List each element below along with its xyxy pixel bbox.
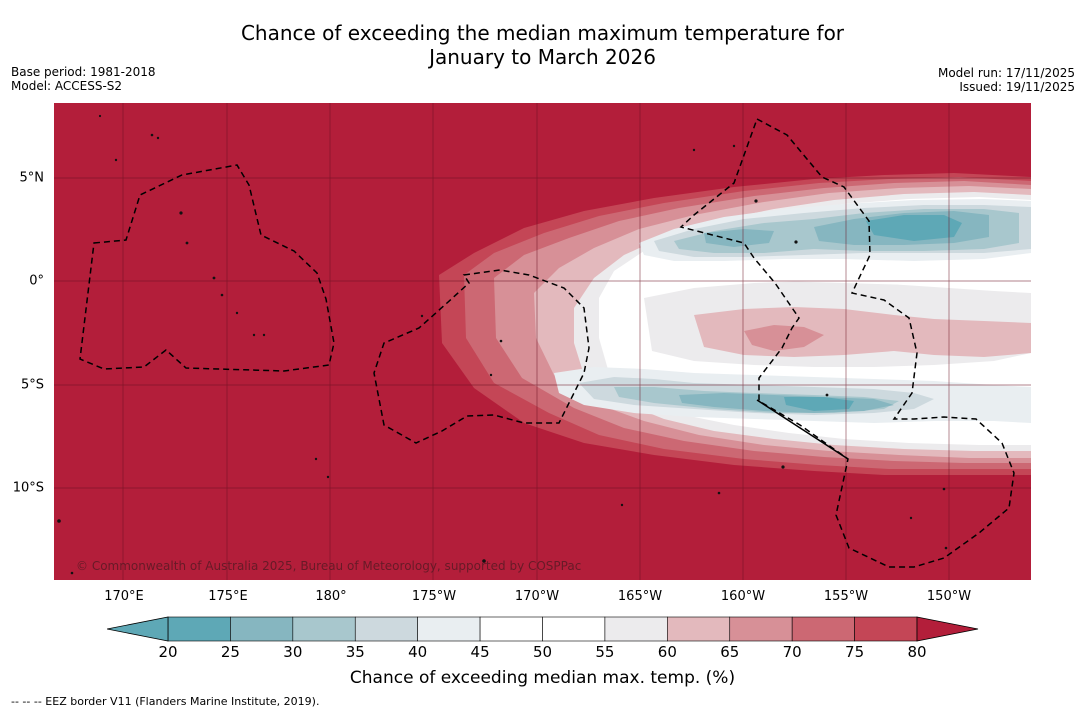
lon-label-175e: 175°E (208, 589, 248, 604)
colorbar-cell (667, 616, 731, 642)
colorbar-low-arrow (107, 616, 169, 642)
cool-south-20-25 (784, 397, 854, 411)
eez-footnote: -- -- -- EEZ border V11 (Flanders Marine… (11, 695, 320, 708)
colorbar-tick-label: 30 (283, 643, 303, 661)
copyright-text: © Commonwealth of Australia 2025, Bureau… (76, 559, 582, 573)
colorbar-cell (417, 616, 481, 642)
lat-label-10s: 10°S (12, 480, 44, 496)
colorbar (107, 616, 979, 642)
cool-north-20-25 (866, 215, 962, 241)
issued-text: Issued: 19/11/2025 (959, 80, 1075, 94)
eez-phoenix (373, 269, 590, 444)
lat-label-0: 0° (29, 273, 44, 289)
lon-label-165w: 165°W (617, 589, 663, 604)
map-svg (54, 103, 1031, 580)
colorbar-cell (604, 616, 668, 642)
colorbar-tick-label: 35 (345, 643, 365, 661)
colorbar-tick-label: 60 (657, 643, 677, 661)
colorbar-tick-label: 20 (158, 643, 178, 661)
colorbar-tick-label: 65 (720, 643, 740, 661)
lon-label-180: 180° (315, 589, 347, 604)
colorbar-cell (292, 616, 356, 642)
colorbar-tick-label: 50 (532, 643, 553, 661)
map-title: Chance of exceeding the median maximum t… (0, 21, 1085, 69)
colorbar-tick-label: 80 (907, 643, 927, 661)
colorbar-cell (167, 616, 231, 642)
meta-right: Model run: 17/11/2025 Issued: 19/11/2025 (938, 66, 1075, 94)
colorbar-tick-label: 70 (782, 643, 802, 661)
lon-label-175w: 175°W (411, 589, 457, 604)
colorbar-cell (230, 616, 294, 642)
map-panel[interactable] (54, 103, 1031, 580)
eez-tuvalu-kiribati-west (79, 164, 335, 372)
eez-line-islands (679, 117, 1015, 568)
lon-label-150w: 150°W (926, 589, 972, 604)
colorbar-tick-label: 75 (845, 643, 865, 661)
graticule (54, 103, 1031, 580)
islands (57, 114, 948, 575)
title-line-1: Chance of exceeding the median maximum t… (240, 21, 845, 45)
colorbar-high-arrow (916, 616, 979, 642)
model-text: Model: ACCESS-S2 (11, 79, 123, 93)
colorbar-cells (167, 616, 918, 642)
colorbar-cell (729, 616, 793, 642)
lat-label-5s: 5°S (20, 377, 44, 393)
colorbar-cell (854, 616, 918, 642)
lon-label-170w: 170°W (514, 589, 560, 604)
colorbar-tick-label: 40 (408, 643, 428, 661)
colorbar-tick-label: 55 (595, 643, 615, 661)
colorbar-cell (791, 616, 855, 642)
eez-borders (79, 117, 1015, 568)
colorbar-title: Chance of exceeding median max. temp. (%… (349, 668, 736, 688)
meta-left: Base period: 1981-2018 Model: ACCESS-S2 (11, 65, 156, 93)
lon-label-170e: 170°E (104, 589, 144, 604)
title-line-2: January to March 2026 (429, 45, 656, 69)
colorbar-tick-label: 45 (470, 643, 490, 661)
colorbar-cell (542, 616, 606, 642)
lon-label-155w: 155°W (823, 589, 869, 604)
model-run-text: Model run: 17/11/2025 (937, 66, 1075, 80)
colorbar-cell (354, 616, 418, 642)
eez-solid-segment (756, 399, 849, 460)
lat-label-5n: 5°N (19, 170, 45, 186)
colorbar-cell (479, 616, 543, 642)
patch-65-70-center (744, 325, 824, 351)
base-period-text: Base period: 1981-2018 (11, 65, 156, 79)
lon-label-160w: 160°W (720, 589, 766, 604)
colorbar-tick-label: 25 (220, 643, 240, 661)
